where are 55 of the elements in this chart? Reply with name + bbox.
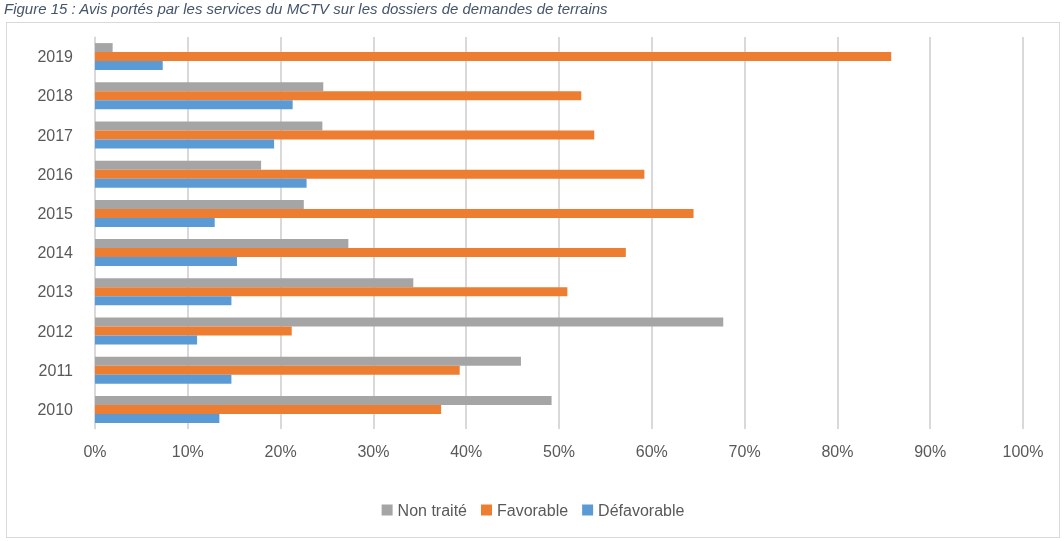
bar bbox=[95, 130, 595, 140]
x-tick-label: 80% bbox=[821, 442, 854, 460]
bar bbox=[95, 287, 568, 297]
y-tick-label: 2011 bbox=[38, 361, 74, 379]
bar bbox=[95, 121, 323, 131]
bar bbox=[95, 296, 232, 306]
bar bbox=[95, 317, 724, 327]
bar bbox=[95, 257, 237, 267]
x-tick-label: 20% bbox=[264, 442, 297, 460]
bar bbox=[95, 139, 275, 149]
bar bbox=[95, 356, 521, 366]
bar bbox=[95, 208, 694, 218]
y-tick-label: 2013 bbox=[37, 283, 74, 301]
bar bbox=[95, 404, 442, 414]
bar bbox=[95, 178, 307, 188]
legend-label: Favorable bbox=[496, 501, 569, 519]
bar bbox=[95, 52, 892, 62]
x-tick-label: 10% bbox=[171, 442, 204, 460]
bar bbox=[95, 199, 304, 209]
bar bbox=[95, 374, 232, 384]
bar bbox=[95, 43, 113, 53]
bar bbox=[95, 91, 582, 101]
y-tick-label: 2014 bbox=[37, 244, 74, 262]
legend-label: Non traité bbox=[397, 501, 468, 519]
x-tick-label: 90% bbox=[914, 442, 947, 460]
bar bbox=[95, 365, 460, 375]
x-tick-label: 70% bbox=[728, 442, 761, 460]
bar bbox=[95, 160, 262, 170]
x-tick-label: 40% bbox=[450, 442, 483, 460]
y-tick-label: 2017 bbox=[37, 126, 74, 144]
bar bbox=[95, 100, 293, 110]
y-tick-label: 2018 bbox=[37, 87, 74, 105]
bar bbox=[95, 335, 198, 345]
x-tick-label: 100% bbox=[1002, 442, 1044, 460]
chart-title: Figure 15 : Avis portés par les services du MCTV sur les dossiers de demandes de terrains bbox=[4, 0, 609, 19]
bar bbox=[95, 61, 163, 71]
bar bbox=[95, 239, 349, 249]
legend-label: Défavorable bbox=[598, 501, 685, 519]
y-tick-label: 2019 bbox=[37, 48, 74, 66]
x-tick-label: 60% bbox=[635, 442, 668, 460]
bar bbox=[95, 82, 324, 92]
x-tick-label: 30% bbox=[357, 442, 390, 460]
y-tick-label: 2010 bbox=[37, 400, 74, 418]
bar bbox=[95, 217, 215, 227]
bar bbox=[95, 248, 626, 258]
y-tick-label: 2015 bbox=[37, 204, 74, 222]
bar bbox=[95, 169, 645, 179]
x-tick-label: 0% bbox=[83, 442, 107, 460]
bar bbox=[95, 326, 292, 336]
y-tick-label: 2016 bbox=[37, 165, 74, 183]
bar bbox=[95, 413, 220, 423]
x-tick-label: 50% bbox=[542, 442, 576, 460]
bar bbox=[95, 395, 552, 405]
bar bbox=[95, 278, 414, 288]
y-tick-label: 2012 bbox=[37, 322, 74, 340]
